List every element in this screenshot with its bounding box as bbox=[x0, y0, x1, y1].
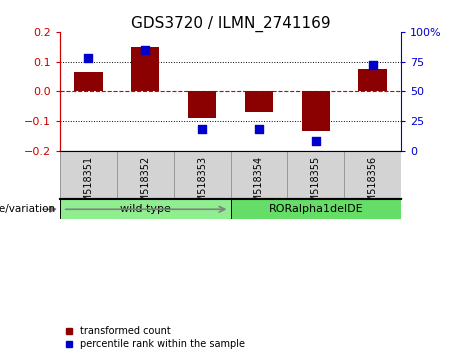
Text: genotype/variation: genotype/variation bbox=[0, 204, 55, 214]
Title: GDS3720 / ILMN_2741169: GDS3720 / ILMN_2741169 bbox=[130, 16, 331, 32]
Bar bbox=[60, 199, 230, 219]
Bar bbox=[301, 91, 330, 131]
Bar bbox=[131, 47, 160, 91]
Point bbox=[198, 126, 206, 132]
Text: GSM518355: GSM518355 bbox=[311, 155, 321, 215]
Bar bbox=[358, 69, 387, 91]
Bar bbox=[230, 199, 401, 219]
Text: GSM518356: GSM518356 bbox=[367, 155, 378, 215]
Text: GSM518351: GSM518351 bbox=[83, 155, 94, 215]
Point bbox=[369, 62, 376, 68]
Bar bbox=[188, 91, 216, 118]
Text: GSM518352: GSM518352 bbox=[140, 155, 150, 215]
Point bbox=[142, 47, 149, 52]
Text: RORalpha1delDE: RORalpha1delDE bbox=[268, 204, 363, 214]
Point bbox=[312, 138, 319, 144]
Bar bbox=[245, 91, 273, 112]
Bar bbox=[74, 72, 102, 91]
Text: GSM518354: GSM518354 bbox=[254, 155, 264, 215]
Point bbox=[85, 55, 92, 61]
Text: GSM518353: GSM518353 bbox=[197, 155, 207, 215]
Legend: transformed count, percentile rank within the sample: transformed count, percentile rank withi… bbox=[65, 326, 245, 349]
Text: wild type: wild type bbox=[120, 204, 171, 214]
Point bbox=[255, 126, 263, 132]
